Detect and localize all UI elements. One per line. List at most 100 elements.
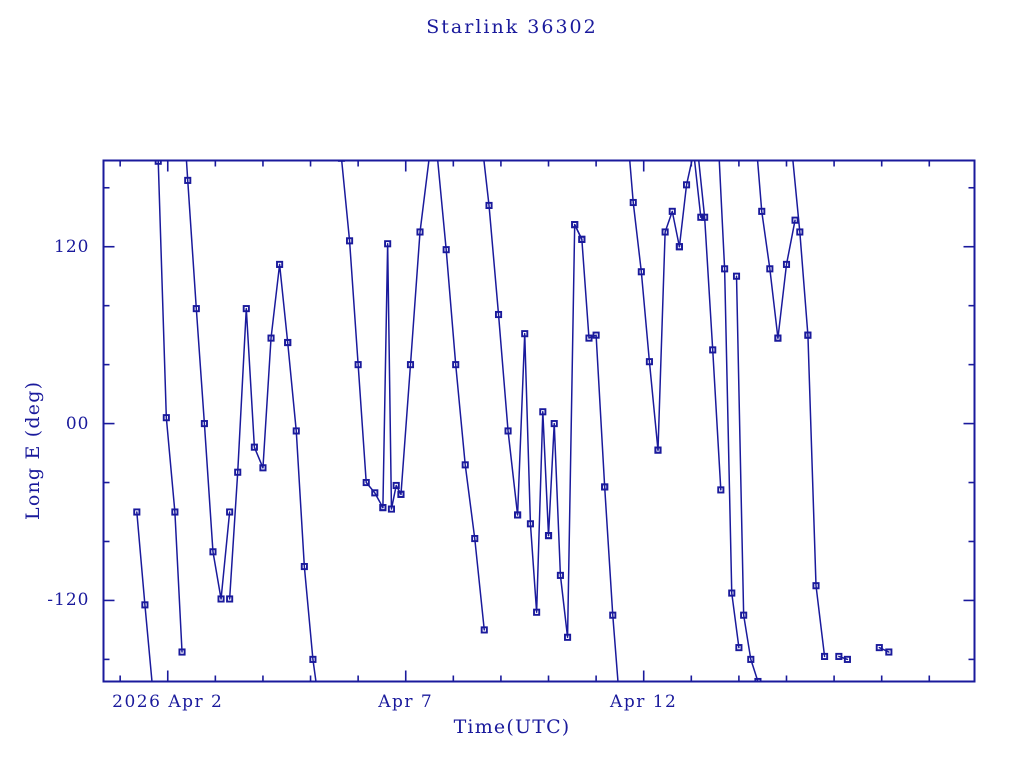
data-marker bbox=[384, 240, 392, 248]
data-line bbox=[735, 275, 759, 682]
data-marker bbox=[485, 201, 493, 210]
y-tick-label: 120 bbox=[54, 236, 90, 257]
data-marker bbox=[234, 468, 242, 476]
chart-title: Starlink 36302 bbox=[426, 16, 598, 38]
data-marker bbox=[766, 265, 774, 273]
data-marker bbox=[571, 221, 579, 229]
data-marker bbox=[371, 489, 379, 497]
data-line bbox=[228, 263, 289, 600]
data-marker bbox=[133, 508, 141, 516]
data-line bbox=[400, 160, 430, 496]
data-line bbox=[718, 160, 740, 649]
tick-marks bbox=[103, 160, 975, 682]
data-line bbox=[628, 160, 659, 451]
data-marker bbox=[564, 633, 572, 641]
data-marker bbox=[309, 655, 317, 663]
data-marker bbox=[601, 483, 609, 491]
data-marker bbox=[782, 260, 791, 268]
data-line bbox=[436, 160, 486, 631]
data-line bbox=[136, 511, 153, 682]
data-marker bbox=[192, 305, 200, 313]
data-line bbox=[157, 160, 183, 653]
data-marker bbox=[812, 582, 820, 590]
data-marker bbox=[740, 611, 748, 619]
data-marker bbox=[250, 443, 258, 451]
data-line bbox=[340, 160, 384, 509]
data-marker bbox=[721, 265, 729, 273]
data-marker bbox=[259, 464, 267, 472]
data-marker bbox=[354, 361, 362, 369]
data-line bbox=[657, 210, 681, 451]
data-line bbox=[516, 332, 550, 613]
axes-frame bbox=[102, 159, 976, 683]
data-marker bbox=[885, 648, 893, 656]
data-marker bbox=[544, 532, 553, 540]
data-marker bbox=[346, 237, 354, 245]
data-marker bbox=[494, 310, 503, 319]
data-marker bbox=[791, 216, 799, 224]
data-marker bbox=[732, 272, 741, 280]
data-marker bbox=[171, 508, 179, 516]
data-marker bbox=[821, 652, 829, 660]
data-marker bbox=[392, 481, 400, 490]
data-line bbox=[878, 646, 890, 653]
data-marker bbox=[556, 571, 564, 579]
data-marker bbox=[217, 595, 225, 603]
data-marker bbox=[209, 548, 217, 556]
x-tick-label: 2026 Apr 2 bbox=[112, 692, 224, 712]
data-marker bbox=[521, 330, 529, 338]
data-marker bbox=[539, 408, 547, 416]
data-line bbox=[697, 160, 722, 491]
data-series bbox=[133, 160, 893, 682]
data-marker bbox=[645, 358, 653, 366]
data-marker bbox=[717, 486, 725, 494]
data-marker bbox=[675, 243, 683, 251]
data-marker bbox=[397, 490, 405, 498]
data-marker bbox=[480, 626, 488, 634]
data-marker bbox=[379, 504, 387, 512]
data-marker bbox=[292, 427, 300, 435]
data-marker bbox=[629, 198, 637, 207]
data-line bbox=[286, 341, 317, 682]
data-marker bbox=[796, 228, 804, 236]
y-axis-label: Long E (deg) bbox=[22, 380, 44, 520]
data-line bbox=[603, 486, 619, 682]
x-axis-label: Time(UTC) bbox=[453, 716, 571, 738]
data-marker bbox=[242, 305, 250, 313]
data-marker bbox=[406, 361, 415, 369]
data-marker bbox=[162, 414, 170, 422]
data-marker bbox=[875, 644, 883, 652]
data-marker bbox=[804, 331, 812, 339]
data-marker bbox=[533, 608, 541, 616]
data-marker bbox=[835, 652, 843, 660]
data-marker bbox=[461, 461, 469, 469]
data-marker bbox=[637, 268, 645, 276]
data-marker bbox=[337, 160, 346, 162]
data-line bbox=[185, 160, 231, 600]
data-marker bbox=[668, 207, 676, 215]
data-marker bbox=[654, 446, 662, 454]
data-marker bbox=[284, 338, 292, 347]
data-marker bbox=[416, 228, 424, 236]
data-line bbox=[573, 223, 606, 488]
x-tick-label: Apr 7 bbox=[378, 692, 434, 712]
data-line bbox=[382, 243, 402, 510]
data-marker bbox=[526, 520, 534, 528]
data-marker bbox=[267, 334, 275, 342]
data-marker bbox=[701, 213, 709, 221]
data-marker bbox=[154, 160, 162, 165]
data-line bbox=[792, 160, 809, 336]
data-line bbox=[678, 160, 702, 248]
data-marker bbox=[774, 334, 782, 342]
data-line bbox=[777, 219, 796, 339]
data-marker bbox=[362, 478, 370, 487]
data-marker bbox=[184, 176, 192, 184]
data-marker bbox=[226, 508, 234, 516]
data-marker bbox=[141, 601, 149, 609]
data-marker bbox=[514, 511, 522, 519]
data-marker bbox=[578, 235, 586, 243]
data-marker bbox=[178, 648, 186, 656]
data-marker bbox=[442, 246, 450, 254]
